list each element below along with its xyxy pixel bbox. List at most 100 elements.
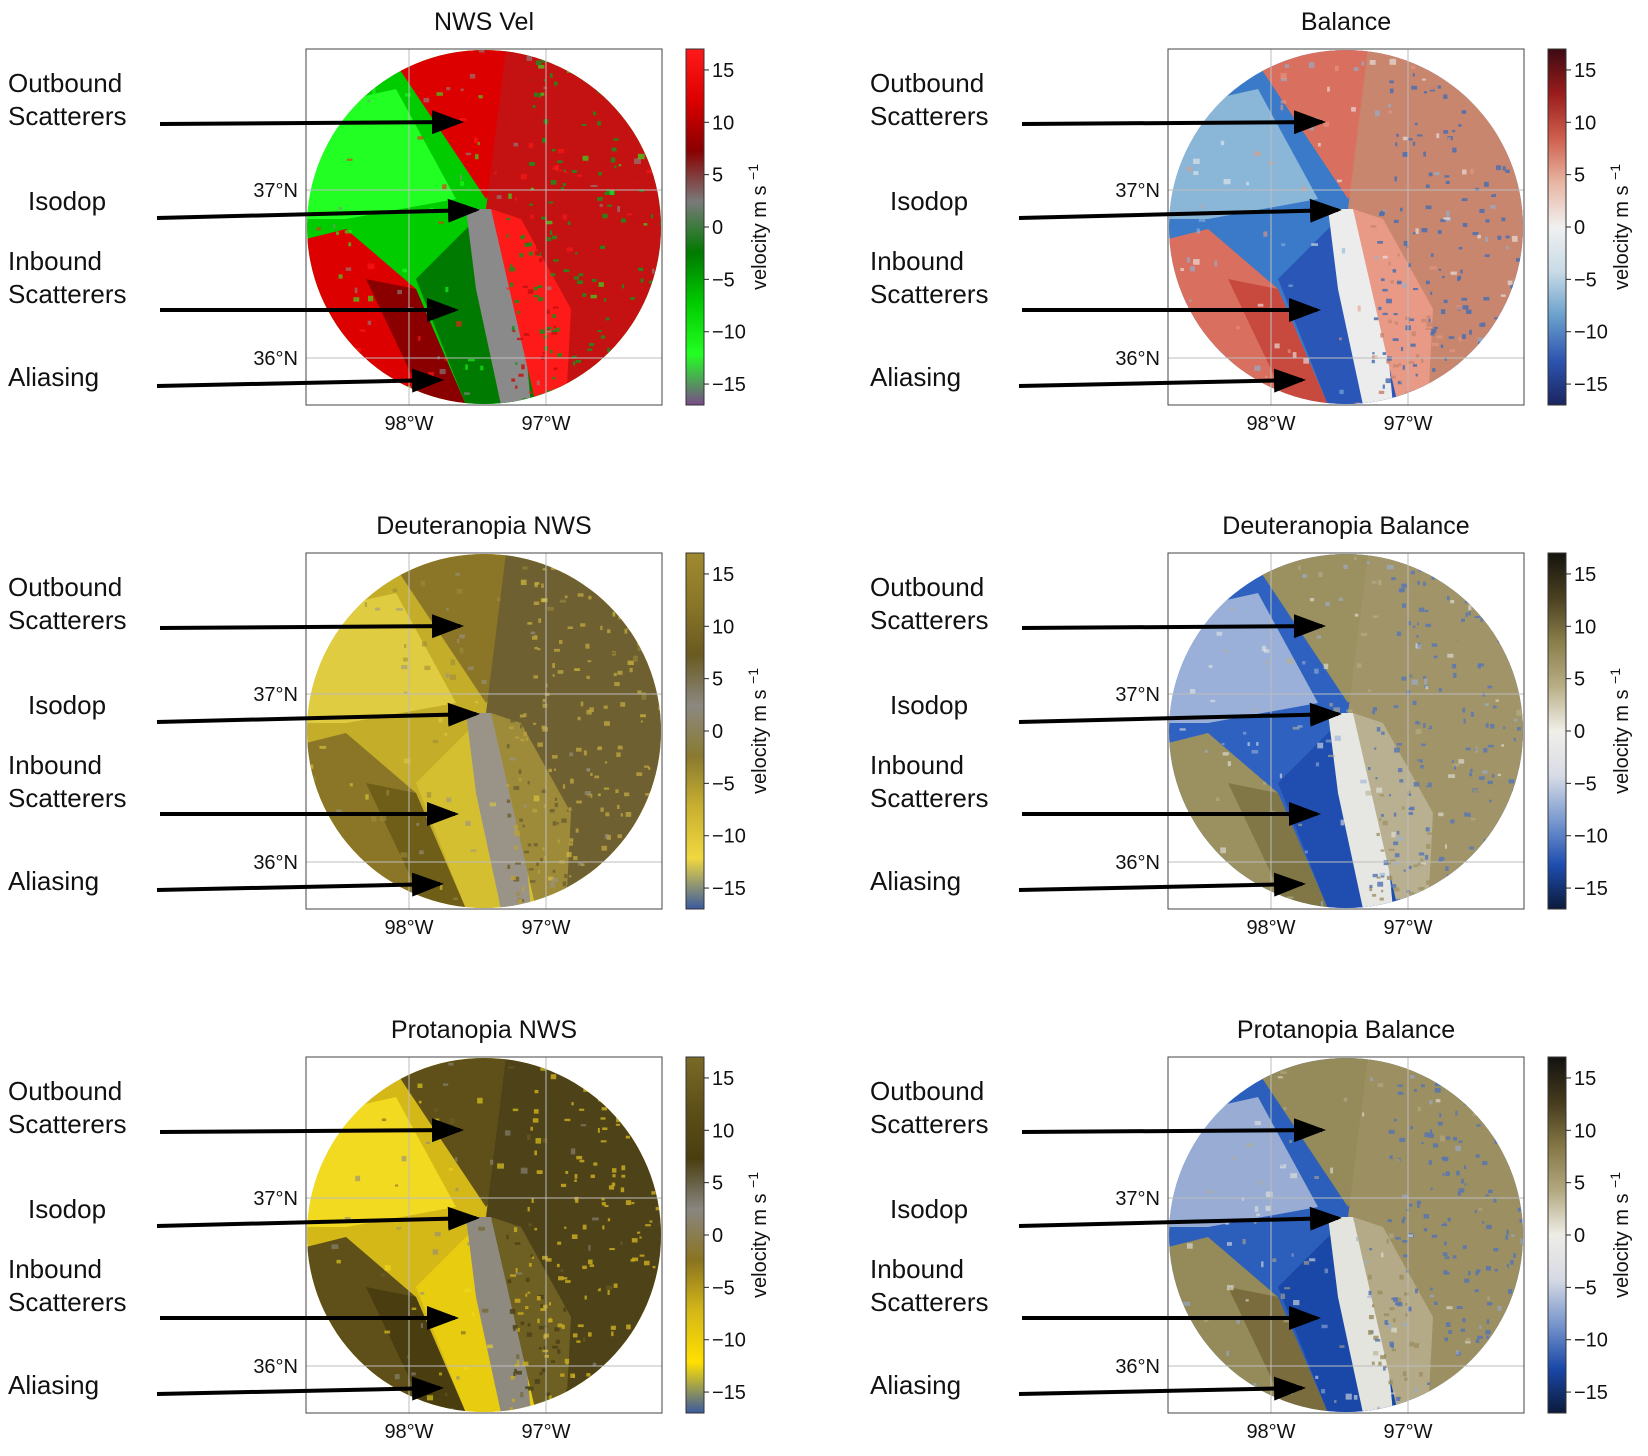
colorbar-tick-label: 5 — [1574, 165, 1585, 187]
lat-tick-label: 36°N — [253, 852, 298, 874]
annotation-arrow — [1021, 110, 1326, 135]
panel-title: Protanopia Balance — [1237, 1016, 1455, 1044]
colorbar-tick-label: 5 — [1574, 669, 1585, 691]
colorbar-tick-label: 0 — [1574, 217, 1585, 239]
colorbar-label: velocity m s −1 — [1607, 1172, 1633, 1298]
colorbar-tick-label: 10 — [712, 616, 734, 638]
colorbar-tick-label: 0 — [1574, 1225, 1585, 1247]
lat-tick-label: 37°N — [253, 684, 298, 706]
radar-disk — [307, 50, 661, 404]
panel-title: Protanopia NWS — [391, 1016, 577, 1044]
annotation-arrow — [1018, 368, 1306, 393]
annotation-isodop: Isodop — [890, 186, 1342, 223]
colorbar: 15 10 5 0 −5 −10 −15 velocity m s −1 — [685, 552, 771, 910]
annotation-aliasing: Aliasing — [8, 1370, 444, 1401]
colorbar-tick-label: −5 — [712, 269, 735, 291]
panel-title: Deuteranopia Balance — [1222, 512, 1469, 540]
annotation-isodop: Isodop — [28, 186, 480, 223]
annotation-label: Outbound — [8, 572, 122, 602]
colorbar-tick-label: −10 — [712, 1330, 746, 1352]
lat-tick-label: 36°N — [1115, 1356, 1160, 1378]
colorbar-tick-label: −10 — [712, 826, 746, 848]
gridlines — [1168, 1057, 1524, 1413]
colorbar-label: velocity m s −1 — [1607, 668, 1633, 794]
annotation-arrow — [1021, 614, 1326, 639]
annotation-label: Outbound — [870, 572, 984, 602]
colorbar-tick-label: −5 — [1574, 773, 1597, 795]
annotation-label: Outbound — [8, 68, 122, 98]
lon-tick-label: 98°W — [384, 917, 433, 939]
colorbar-tick-label: 15 — [712, 1068, 734, 1090]
annotation-arrow — [1018, 702, 1342, 727]
plot-frame — [1167, 1056, 1525, 1414]
panel-5: Protanopia NWS 37°N 36°N 98°W 97°W 15 10 5 0 −5 −1… — [8, 1016, 771, 1443]
annotation-label: Aliasing — [870, 1370, 961, 1400]
annotation-arrow — [156, 198, 480, 223]
panel-6: Protanopia Balance 37°N 36°N 98°W 97°W 15 10 5 0… — [870, 1016, 1633, 1443]
annotation-arrow — [159, 614, 464, 639]
panel-4: Deuteranopia Balance 37°N 36°N 98°W 97°W 15 10… — [870, 512, 1633, 939]
annotation-label: Scatterers — [870, 1109, 989, 1139]
colorbar-tick-label: −15 — [1574, 374, 1608, 396]
colorbar-tick-label: −10 — [1574, 826, 1608, 848]
plot-frame — [305, 48, 663, 406]
colorbar-tick-label: 15 — [1574, 1068, 1596, 1090]
lon-tick-label: 98°W — [384, 413, 433, 435]
lon-tick-label: 97°W — [521, 413, 570, 435]
colorbar-label: velocity m s −1 — [745, 1172, 771, 1298]
plot-frame — [305, 1056, 663, 1414]
lon-tick-label: 98°W — [1246, 1421, 1295, 1443]
annotation-label: Outbound — [8, 1076, 122, 1106]
colorbar-tick-label: −15 — [712, 878, 746, 900]
colorbar-tick-label: 10 — [712, 112, 734, 134]
radar-disk — [1169, 554, 1523, 908]
colorbar-tick-label: −15 — [1574, 1382, 1608, 1404]
gridlines — [306, 553, 662, 909]
annotation-isodop: Isodop — [890, 1194, 1342, 1231]
annotation-arrow — [1018, 872, 1306, 897]
lat-tick-label: 36°N — [1115, 852, 1160, 874]
annotation-label: Inbound — [8, 1254, 102, 1284]
colorbar-label: velocity m s −1 — [745, 668, 771, 794]
annotation-label: Aliasing — [870, 362, 961, 392]
lat-tick-label: 37°N — [253, 1188, 298, 1210]
colorbar-tick-label: 0 — [712, 1225, 723, 1247]
gridlines — [306, 49, 662, 405]
colorbar-label: velocity m s −1 — [745, 164, 771, 290]
annotation-label: Isodop — [28, 186, 106, 216]
annotation-arrow — [156, 1206, 480, 1231]
annotation-label: Isodop — [890, 690, 968, 720]
annotation-label: Inbound — [8, 750, 102, 780]
annotation-label: Isodop — [28, 1194, 106, 1224]
panel-title: NWS Vel — [434, 8, 534, 36]
lon-tick-label: 97°W — [521, 1421, 570, 1443]
colorbar-tick-label: 15 — [1574, 564, 1596, 586]
colorbar-tick-label: 0 — [1574, 721, 1585, 743]
annotation-aliasing: Aliasing — [8, 362, 444, 393]
annotation-aliasing: Aliasing — [870, 362, 1306, 393]
colorbar-tick-label: −5 — [712, 773, 735, 795]
annotation-label: Scatterers — [870, 605, 989, 635]
plot-frame — [305, 552, 663, 910]
annotation-arrow — [1021, 1118, 1326, 1143]
annotation-label: Scatterers — [870, 1287, 989, 1317]
lat-tick-label: 36°N — [253, 1356, 298, 1378]
annotation-label: Scatterers — [8, 1287, 127, 1317]
colorbar-tick-label: −5 — [712, 1277, 735, 1299]
lon-tick-label: 98°W — [1246, 413, 1295, 435]
colorbar: 15 10 5 0 −5 −10 −15 velocity m s −1 — [1547, 552, 1633, 910]
annotation-label: Isodop — [890, 1194, 968, 1224]
annotation-label: Aliasing — [8, 362, 99, 392]
colorbar-tick-label: −15 — [712, 374, 746, 396]
annotation-aliasing: Aliasing — [8, 866, 444, 897]
annotation-isodop: Isodop — [28, 690, 480, 727]
colorbar-tick-label: 15 — [712, 60, 734, 82]
